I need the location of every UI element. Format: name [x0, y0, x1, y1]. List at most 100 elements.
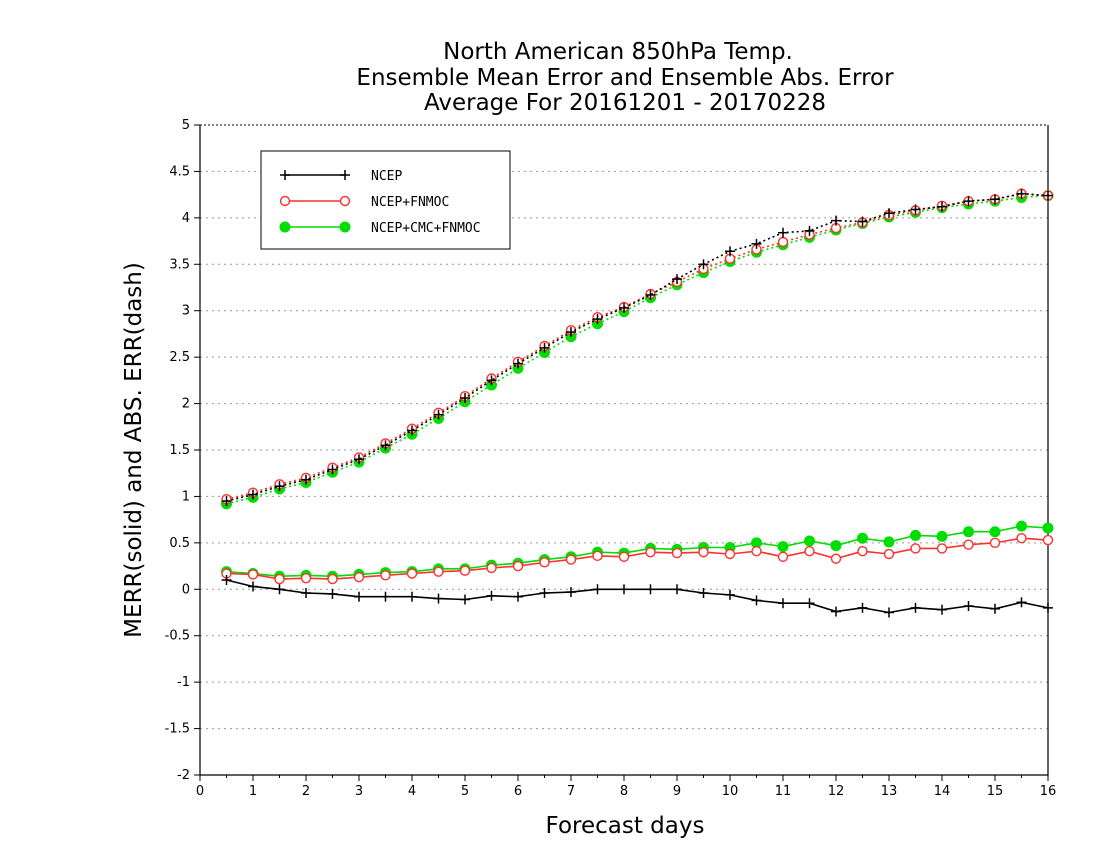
- merr-point: [830, 540, 842, 552]
- y-tick-label: 0.5: [169, 536, 190, 551]
- merr-point: [221, 575, 232, 585]
- merr-point: [937, 604, 947, 615]
- x-tick-label: 8: [620, 784, 628, 799]
- y-tick-label: 3: [182, 304, 190, 319]
- abs-err-point: [804, 225, 815, 236]
- merr-point: [857, 546, 868, 557]
- merr-point: [353, 572, 365, 583]
- abs-err-point: [566, 327, 576, 338]
- abs-err-point: [248, 489, 258, 500]
- abs-err-point: [1016, 188, 1027, 199]
- abs-err-point: [963, 196, 974, 207]
- abs-err-point: [751, 238, 762, 249]
- merr-point: [301, 588, 311, 598]
- merr-point: [804, 598, 815, 609]
- x-tick-label: 12: [828, 784, 845, 799]
- merr-point: [751, 546, 762, 557]
- merr-point: [592, 550, 603, 562]
- abs-err-point: [407, 425, 417, 436]
- merr-point: [671, 547, 683, 559]
- x-tick-label: 9: [673, 784, 681, 799]
- legend-label: NCEP+FNMOC: [371, 195, 449, 210]
- merr-point: [990, 603, 1000, 614]
- merr-point: [804, 535, 815, 547]
- merr-point: [936, 543, 948, 554]
- abs-err-point: [354, 454, 364, 465]
- merr-point: [883, 536, 895, 548]
- merr-point: [512, 560, 524, 572]
- merr-point: [778, 598, 788, 609]
- merr-point: [936, 530, 948, 542]
- x-tick-label: 0: [196, 784, 204, 799]
- merr-point: [910, 529, 921, 541]
- merr-point: [1016, 533, 1027, 544]
- legend-items: NCEP NCEP+FNMOC NCEP+CMC+FNMOC: [279, 169, 481, 236]
- x-tick-label: 15: [987, 784, 1004, 799]
- x-tick-label: 16: [1040, 784, 1057, 799]
- y-tick-label: 5: [182, 118, 190, 133]
- legend-marker: [279, 221, 291, 233]
- merr-point: [327, 588, 338, 599]
- abs-err-point: [327, 464, 338, 475]
- merr-point: [433, 566, 444, 577]
- abs-err-point: [645, 289, 656, 300]
- legend-box: [260, 150, 511, 250]
- x-tick-label: 1: [249, 784, 257, 799]
- merr-point: [672, 584, 682, 595]
- y-tick-label: 1: [182, 489, 190, 504]
- merr-point: [459, 565, 471, 576]
- legend-marker: [279, 195, 291, 207]
- series-ncep: [221, 188, 1053, 618]
- x-tick-label: 7: [567, 784, 575, 799]
- legend-item: NCEP: [280, 169, 402, 184]
- merr-point: [565, 554, 577, 565]
- merr-point: [274, 573, 285, 585]
- title-line-1: North American 850hPa Temp.: [443, 39, 793, 65]
- legend-marker: [340, 170, 350, 180]
- legend-marker: [339, 195, 351, 207]
- abs-err-point: [380, 440, 391, 451]
- merr-point: [1016, 597, 1027, 608]
- y-tick-label: -1: [177, 675, 190, 690]
- merr-point: [645, 546, 656, 558]
- merr-point: [274, 584, 285, 595]
- x-axis-label: Forecast days: [546, 813, 705, 839]
- merr-point: [857, 532, 868, 544]
- y-tick-label: 4.5: [169, 164, 190, 179]
- legend-marker: [280, 170, 290, 180]
- series-layer: [221, 188, 1054, 618]
- legend-label: NCEP: [371, 169, 402, 184]
- merr-point: [724, 548, 736, 560]
- merr-line: [226, 525, 1049, 578]
- x-tick-label: 3: [355, 784, 363, 799]
- merr-point: [1042, 534, 1054, 546]
- merr-point: [884, 607, 894, 618]
- merr-point: [300, 572, 312, 584]
- y-tick-label: -0.5: [165, 629, 190, 644]
- grid: [200, 170, 1048, 730]
- merr-point: [618, 551, 630, 562]
- abs-err-point: [460, 393, 470, 403]
- y-ticks: -2 -1.5 -1 -0.5 0 0.5 1 1.5 2 2.5 3 3.5 4 4.5 5: [165, 118, 200, 783]
- abs-err-point: [698, 259, 709, 270]
- y-tick-label: 2.5: [169, 350, 190, 365]
- merr-point: [698, 546, 709, 558]
- x-tick-label: 2: [302, 784, 310, 799]
- merr-point: [910, 543, 921, 554]
- x-tick-label: 6: [514, 784, 522, 799]
- abs-err-point: [857, 216, 868, 227]
- merr-point: [1016, 520, 1027, 532]
- abs-err-point: [777, 236, 789, 248]
- merr-point: [963, 539, 974, 550]
- legend-label: NCEP+CMC+FNMOC: [371, 221, 481, 236]
- merr-point: [592, 584, 603, 595]
- merr-point: [725, 589, 735, 600]
- merr-point: [831, 606, 841, 617]
- merr-point: [698, 588, 709, 598]
- chart-title: North American 850hPa Temp. Ensemble Mea…: [356, 39, 894, 116]
- merr-point: [830, 553, 842, 564]
- merr-line: [226, 579, 1049, 614]
- abs-err-point: [831, 215, 841, 226]
- merr-point: [406, 568, 418, 579]
